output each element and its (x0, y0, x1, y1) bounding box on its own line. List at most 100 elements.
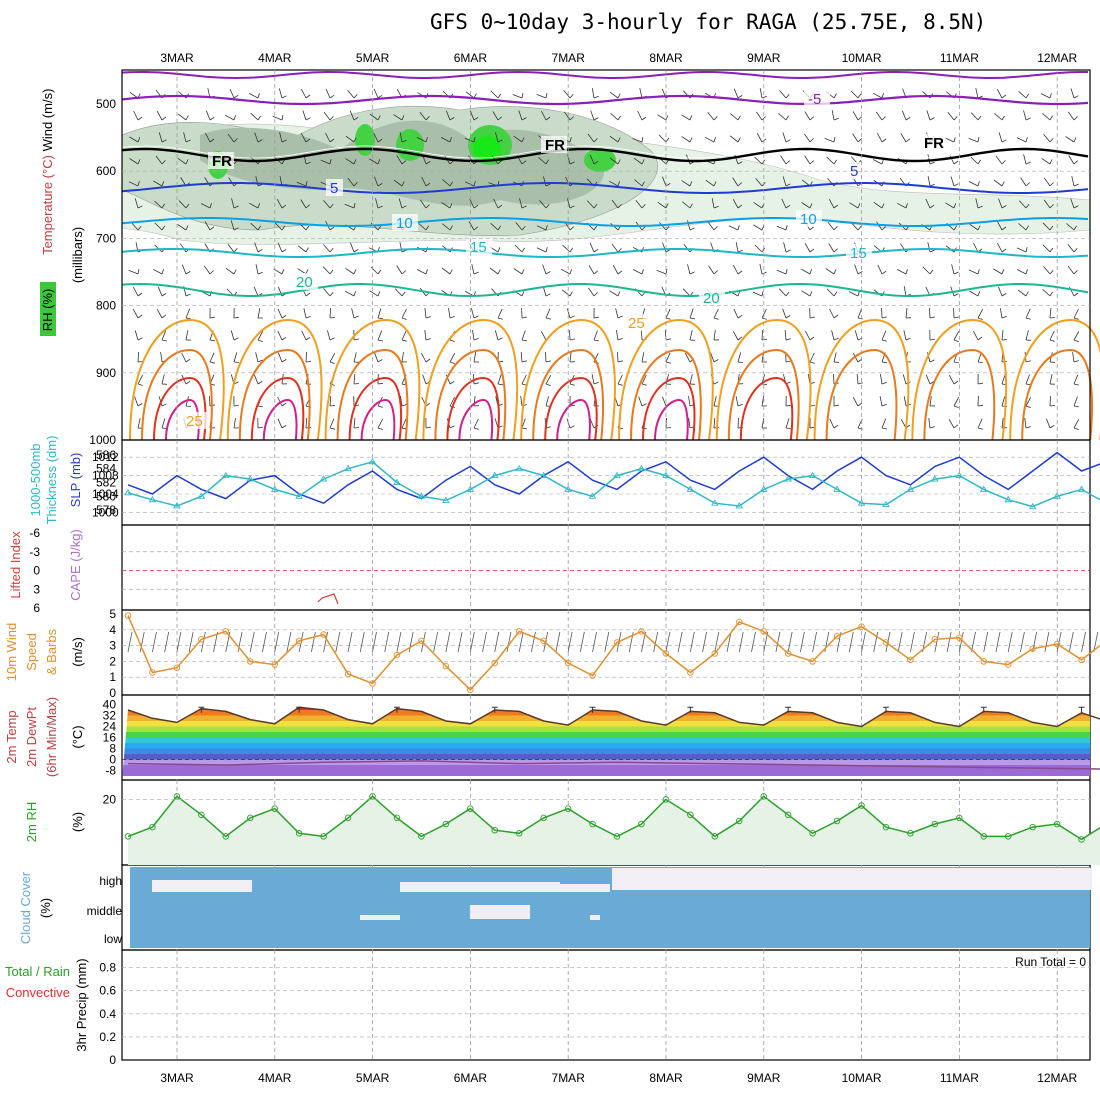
wind-barb (945, 202, 955, 209)
wind-barb-flag (353, 249, 359, 253)
rh-line-point (931, 820, 939, 828)
wind-barb-flag (137, 314, 143, 319)
wind-barb-flag (953, 405, 959, 408)
wind-barb-flag (881, 403, 887, 407)
temp-contour-30-loop (141, 348, 213, 441)
wind-barb (977, 309, 984, 319)
surface-wind-barb (995, 631, 1001, 652)
wind-barb-flag (473, 315, 479, 319)
wind-barb (329, 353, 336, 363)
surface-wind-barb (139, 631, 145, 652)
wind-barb (490, 222, 499, 231)
thickness-line-point (784, 475, 792, 482)
ylabel-10m-wind: 10m Wind (4, 623, 19, 682)
wind-barb-flag (665, 183, 671, 187)
spacer (122, 317, 1088, 323)
wind-barb-flag (233, 227, 239, 231)
wind-barb (134, 330, 139, 341)
wind-barb (784, 329, 787, 341)
wind-barb (705, 136, 715, 143)
wind-barb-flag (737, 270, 743, 275)
thickness-line-point (417, 492, 426, 499)
ylabel-2m-temp: 2m Temp (4, 710, 19, 763)
wind-barb-flag (953, 293, 959, 297)
wind-barb-flag (329, 203, 334, 209)
thickness-line-point (270, 485, 279, 492)
wind-barb (541, 110, 547, 121)
wind-barb (497, 308, 503, 319)
wind-barb-flag (953, 316, 959, 319)
wind-barb (1023, 110, 1027, 121)
wind-barb (662, 242, 667, 253)
wind-barb-flag (281, 402, 287, 407)
wind-barb (1024, 418, 1027, 429)
wind-barb (137, 418, 141, 429)
wind-barb (345, 158, 355, 165)
wind-barb-flag (281, 424, 287, 429)
date-label-top: 9MAR (747, 51, 781, 65)
wind-barb-flag (305, 292, 311, 297)
wind-barb-flag (545, 426, 551, 429)
wind-barb (161, 374, 165, 385)
wind-barb (587, 133, 595, 143)
wind-barb-flag (881, 382, 887, 385)
wind-barb (881, 330, 887, 341)
wind-speed-line-point (222, 628, 230, 635)
wind-barb (616, 330, 619, 341)
rh-legend-swatch (40, 282, 56, 336)
contour-label: 5 (850, 163, 858, 180)
wind-barb (137, 351, 139, 363)
wind-barb (277, 330, 283, 341)
contour-label: -5 (808, 91, 821, 108)
contour-label: 25 (628, 315, 645, 332)
surface-wind-barb (738, 631, 744, 652)
rh-line-point (882, 823, 890, 831)
temp-contour-30-loop (238, 348, 311, 441)
wind-barb-flag (329, 269, 334, 275)
wind-barb (1043, 134, 1051, 143)
wind-barb-flag (329, 94, 335, 99)
wind-barb (370, 222, 379, 231)
wind-barb-flag (161, 269, 164, 275)
thickness-line-point (246, 475, 255, 482)
contour-label-bg (292, 273, 318, 290)
temp-band (122, 710, 1090, 716)
wind-barb (801, 202, 811, 209)
thickness-ytick: 582 (96, 476, 116, 490)
wind-barb-flag (641, 383, 647, 386)
wind-barb (857, 308, 863, 319)
surface-wind-barb (946, 631, 952, 652)
wind-barb-flag (473, 204, 479, 209)
wind-barb-flag (233, 205, 239, 209)
wind-barb (641, 352, 645, 363)
surface-wind-barb (518, 631, 524, 652)
panel-frame-precip (121, 949, 1091, 1061)
wind-barb-flag (425, 116, 430, 121)
wind-barb (545, 351, 547, 363)
wind-barb-flag (761, 95, 767, 99)
wind-barb-flag (257, 203, 260, 209)
wind-barb (780, 155, 787, 165)
wind-barb (419, 111, 427, 121)
wind-barb (253, 374, 259, 385)
wind-barb-flag (209, 316, 215, 319)
wind-barb-flag (449, 425, 455, 429)
wind-barb-flag (161, 293, 167, 297)
wind-barb (656, 269, 667, 275)
wind-barb-flag (377, 405, 383, 408)
wind-barb-flag (785, 160, 790, 165)
wind-barb (637, 110, 643, 121)
temp-ytick: 0 (109, 753, 116, 767)
wind-barb-flag (833, 137, 836, 143)
wind-barb-flag (617, 338, 623, 341)
wind-barb-flag (1073, 116, 1078, 121)
wind-barb-flag (473, 427, 479, 430)
wind-barb-flag (569, 226, 574, 231)
wind-barb (880, 374, 883, 385)
wind-barb-flag (737, 361, 744, 363)
wind-barb-flag (881, 339, 887, 342)
wind-barb-flag (281, 95, 287, 99)
temp-contour-35-loop (642, 376, 696, 441)
surface-wind-barb (347, 631, 353, 652)
surface-wind-barb (1093, 631, 1099, 652)
